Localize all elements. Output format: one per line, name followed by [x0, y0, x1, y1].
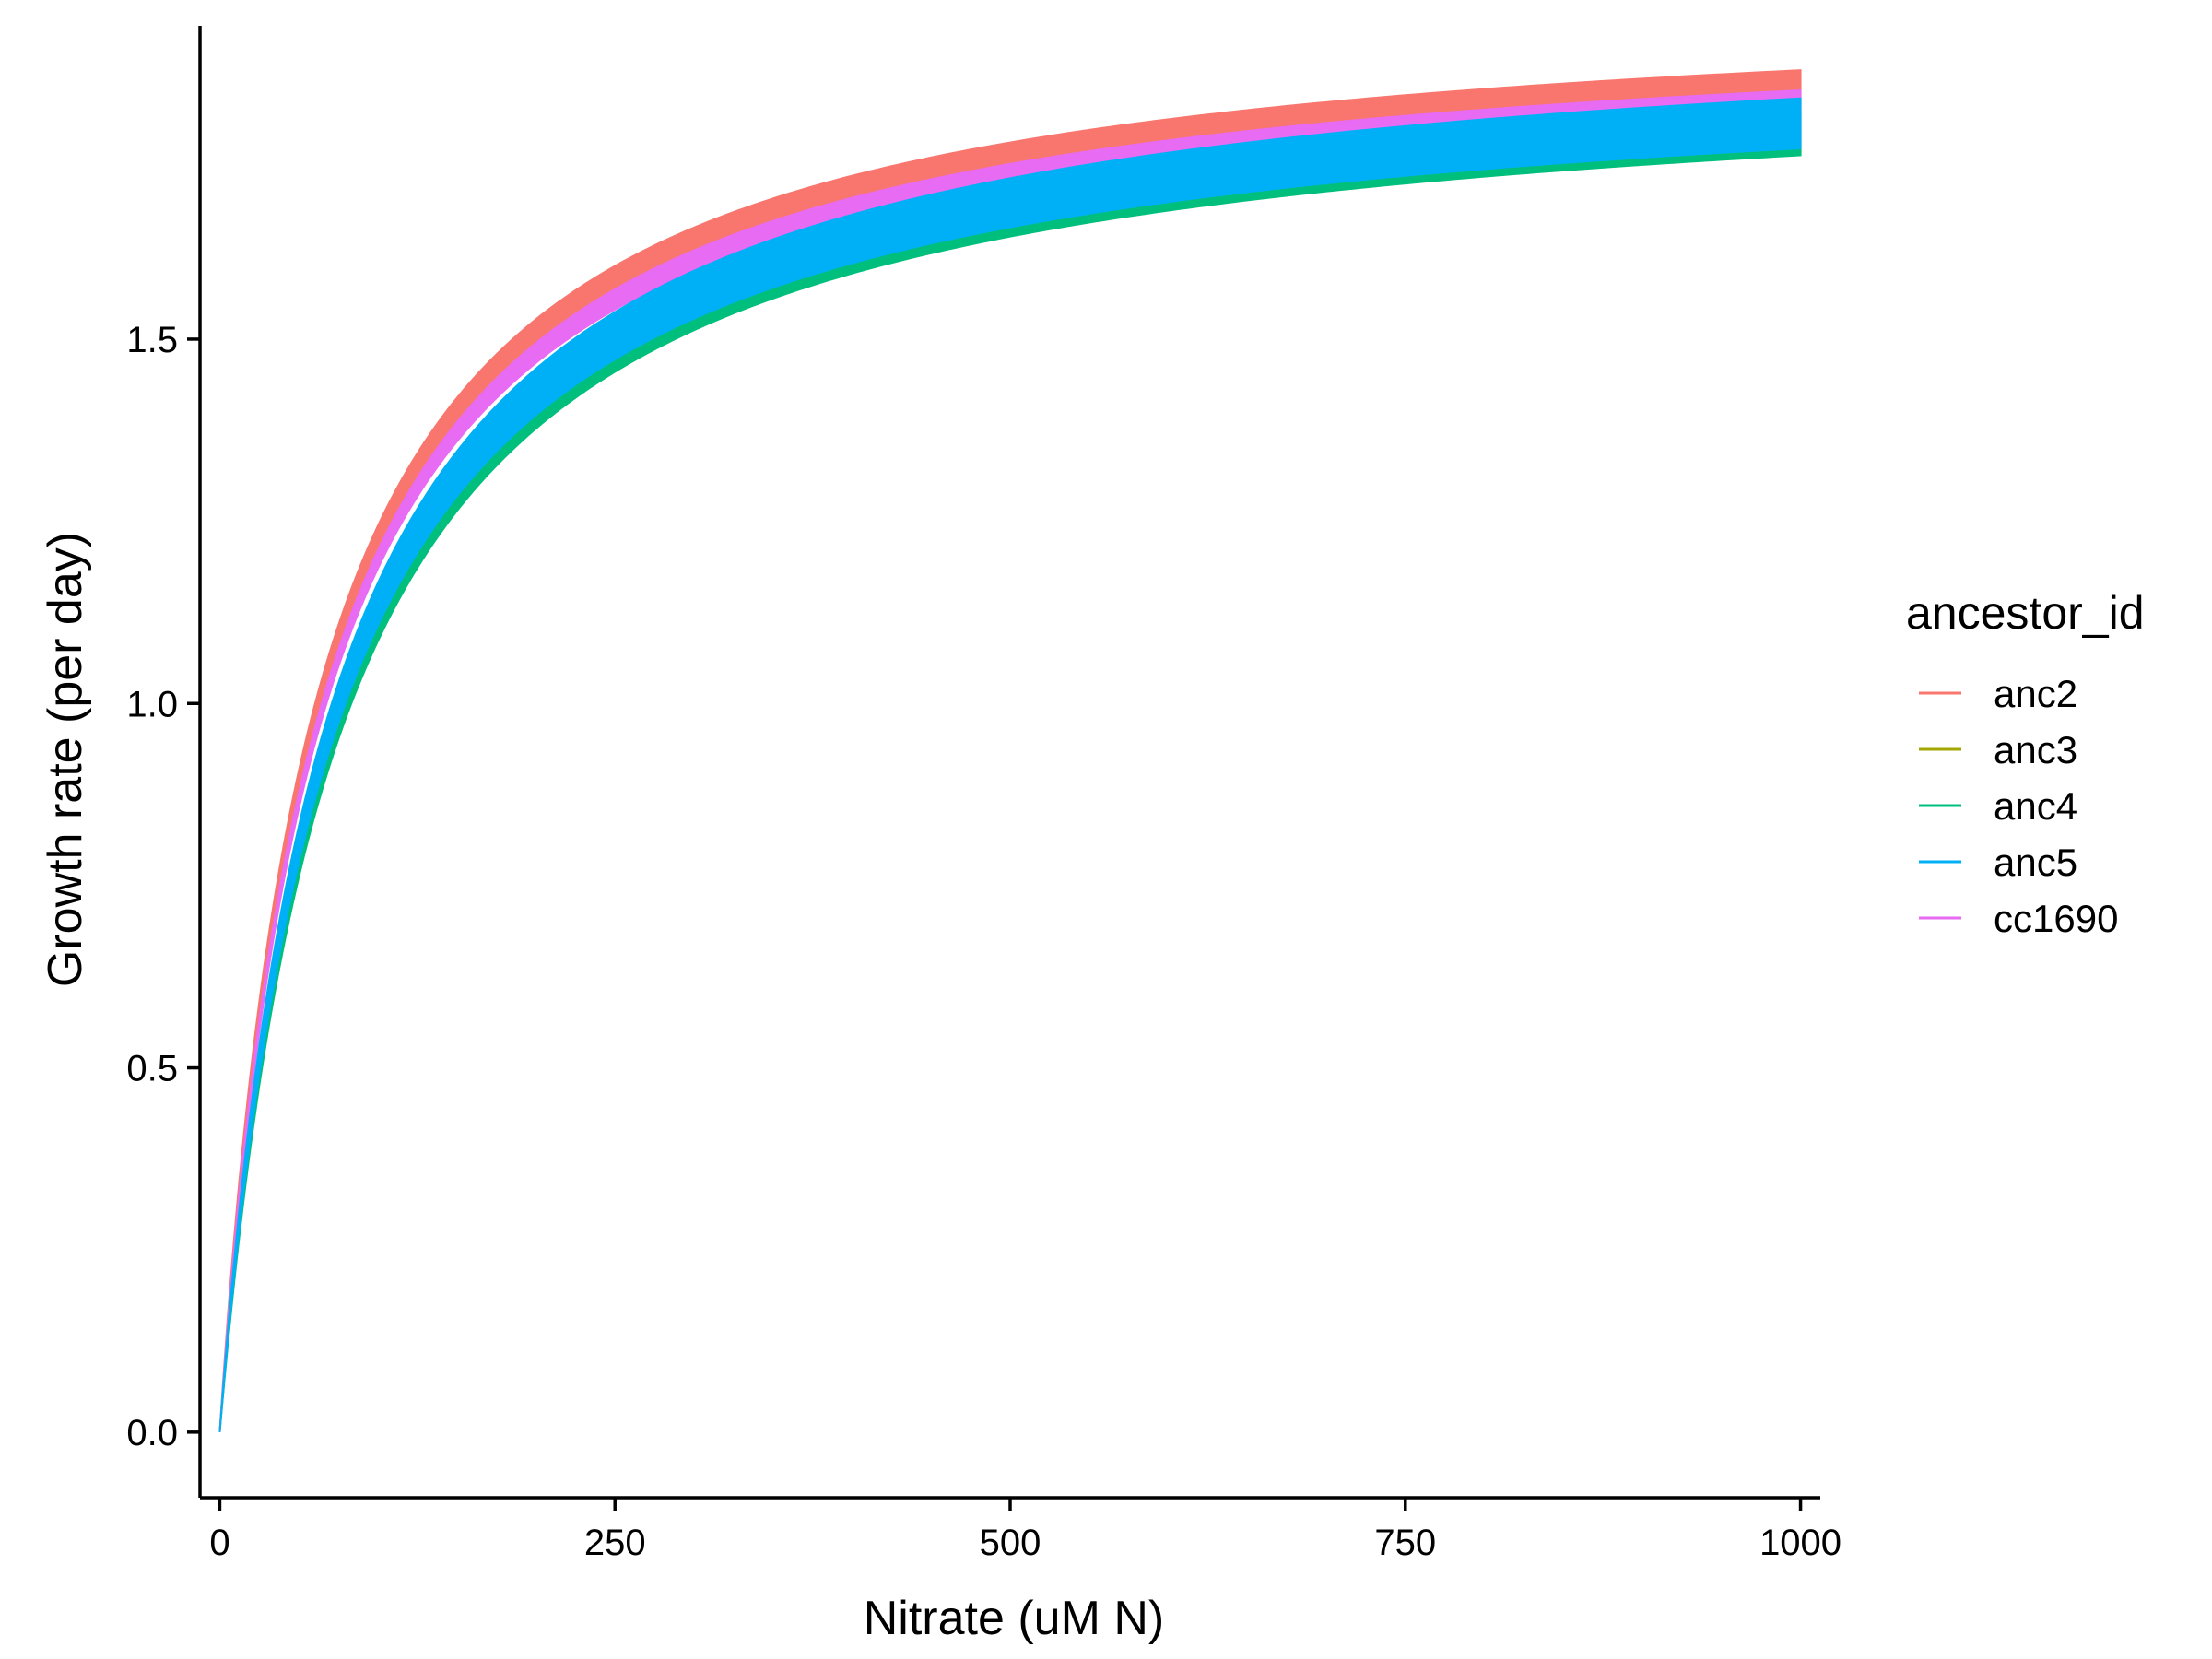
x-tick-label: 1000 [1759, 1523, 1841, 1563]
legend-label-anc4: anc4 [1994, 784, 2077, 828]
x-tick-label: 500 [980, 1523, 1041, 1563]
legend-label-anc3: anc3 [1994, 728, 2077, 771]
legend-label-anc2: anc2 [1994, 672, 2077, 715]
x-axis-title: Nitrate (uM N) [864, 1592, 1164, 1645]
series-layer [218, 69, 1802, 1432]
legend-title: ancestor_id [1906, 587, 2145, 639]
y-tick-label: 0.0 [126, 1413, 178, 1453]
x-ticks: 0 250 500 750 1000 [209, 1498, 1841, 1563]
legend: ancestor_id anc2 anc3 anc4 anc5 cc1690 [1906, 587, 2145, 940]
y-ticks: 0.0 0.5 1.0 1.5 [126, 320, 200, 1453]
y-tick-label: 1.5 [126, 320, 178, 360]
x-tick-label: 250 [584, 1523, 646, 1563]
series-band-cc1690 [218, 88, 1802, 1432]
series-band-anc3 [218, 112, 1802, 1432]
legend-items: anc2 anc3 anc4 anc5 cc1690 [1919, 672, 2118, 940]
series-band-anc2 [218, 69, 1802, 1432]
legend-label-anc5: anc5 [1994, 841, 2077, 884]
x-tick-label: 0 [209, 1523, 229, 1563]
axes: 0 250 500 750 1000 0.0 0.5 1.0 1.5 [126, 26, 1841, 1563]
legend-label-cc1690: cc1690 [1994, 897, 2118, 940]
y-tick-label: 1.0 [126, 684, 178, 724]
x-tick-label: 750 [1374, 1523, 1436, 1563]
series-band-anc5 [218, 97, 1802, 1432]
y-axis-title: Growth rate (per day) [39, 532, 92, 987]
y-tick-label: 0.5 [126, 1049, 178, 1089]
series-band-anc4 [218, 111, 1802, 1432]
